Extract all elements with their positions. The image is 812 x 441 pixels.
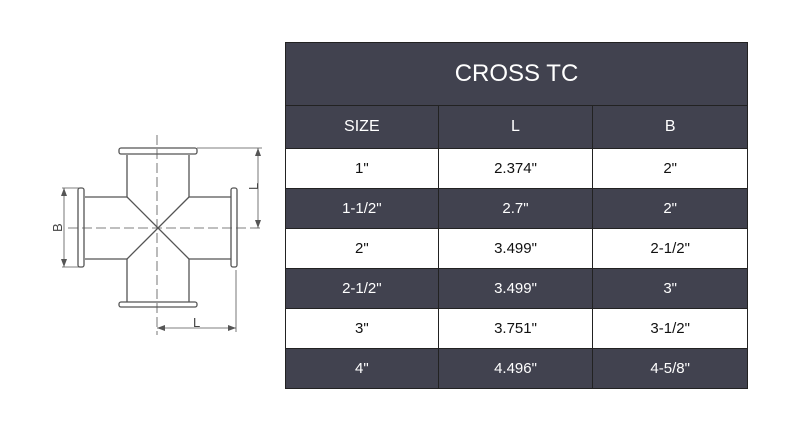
cell-size: 2" [285,228,439,269]
table-row: 1" 2.374" 2" [285,148,748,189]
cell-l: 2.374" [437,148,594,189]
cell-b: 2-1/2" [592,228,748,269]
label-l-horizontal: L [193,315,200,330]
top-flange [118,147,198,155]
table-title: CROSS TC [285,42,748,106]
cell-b: 2" [592,188,748,229]
cell-l: 3.499" [437,228,594,269]
cell-l: 2.7" [437,188,594,229]
cell-b: 3-1/2" [592,308,748,349]
header-l: L [437,105,594,149]
left-flange [77,187,85,268]
dimensions-table: CROSS TC SIZE L B 1" 2.374" 2" 1-1/2" 2.… [285,42,748,389]
cell-l: 3.499" [437,268,594,309]
right-flange [230,187,238,268]
cell-b: 3" [592,268,748,309]
table-row: 4" 4.496" 4-5/8" [285,348,748,389]
table-row: 2" 3.499" 2-1/2" [285,228,748,269]
header-size: SIZE [285,105,439,149]
header-b: B [592,105,748,149]
cell-b: 2" [592,148,748,189]
diagonal-line [126,196,190,260]
label-b: B [50,223,65,232]
table-row: 1-1/2" 2.7" 2" [285,188,748,229]
cell-b: 4-5/8" [592,348,748,389]
label-l-vertical: L [246,183,261,190]
bottom-flange [118,301,198,308]
table-row: 2-1/2" 3.499" 3" [285,268,748,309]
cell-size: 2-1/2" [285,268,439,309]
cell-size: 3" [285,308,439,349]
table-row: 3" 3.751" 3-1/2" [285,308,748,349]
cell-l: 3.751" [437,308,594,349]
cell-size: 4" [285,348,439,389]
cross-fitting-diagram: L B L [50,135,262,335]
cell-l: 4.496" [437,348,594,389]
cell-size: 1-1/2" [285,188,439,229]
cell-size: 1" [285,148,439,189]
